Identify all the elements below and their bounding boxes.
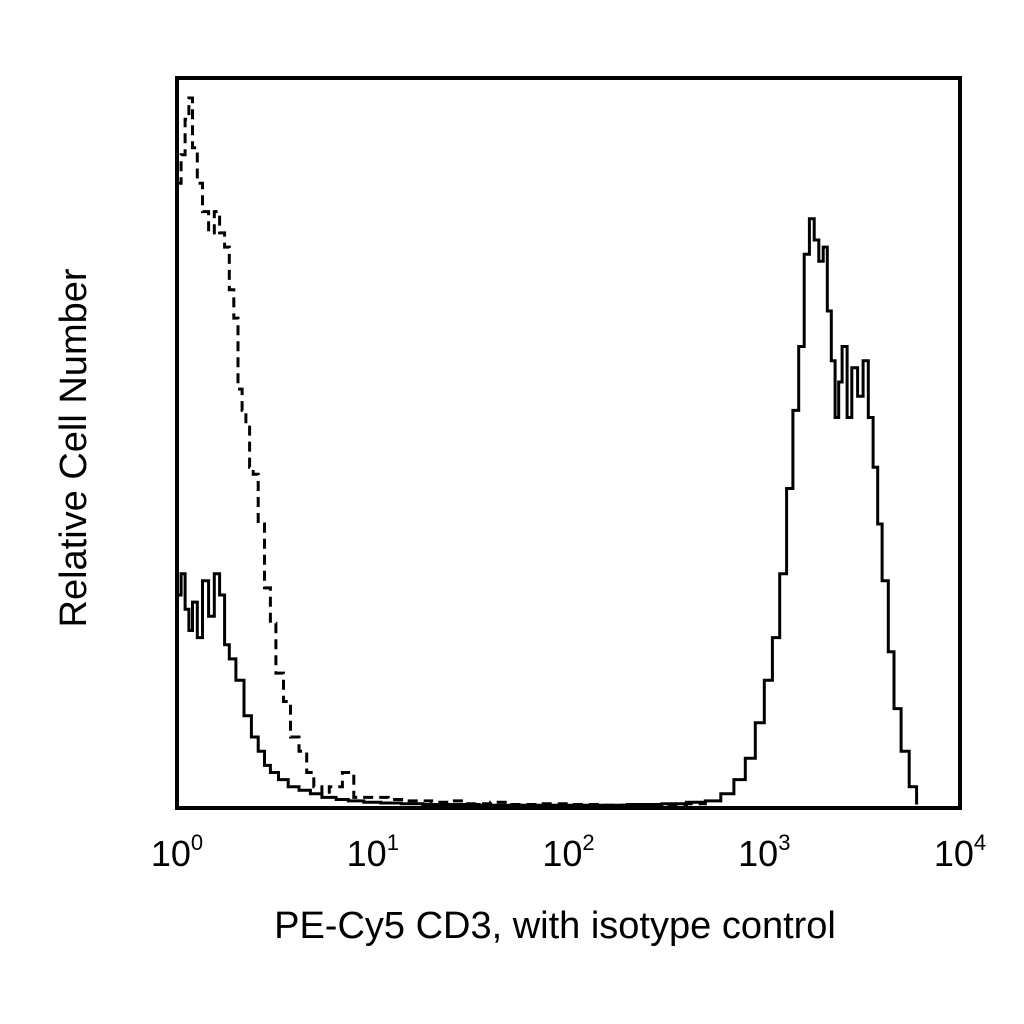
x-tick-labels: 100 101 102 103 104 xyxy=(151,830,986,874)
y-axis-title: Relative Cell Number xyxy=(53,268,95,627)
x-tick-label: 104 xyxy=(934,830,986,874)
x-tick-label: 101 xyxy=(347,830,399,874)
x-tick-label: 100 xyxy=(151,830,203,874)
series-layer xyxy=(177,96,919,807)
series-line-solid xyxy=(177,217,919,807)
plot-frame xyxy=(175,76,962,810)
x-tick-label: 102 xyxy=(542,830,594,874)
x-tick-label: 103 xyxy=(738,830,790,874)
x-axis-title: PE-Cy5 CD3, with isotype control xyxy=(274,905,836,947)
series-line-dashed xyxy=(177,96,707,807)
